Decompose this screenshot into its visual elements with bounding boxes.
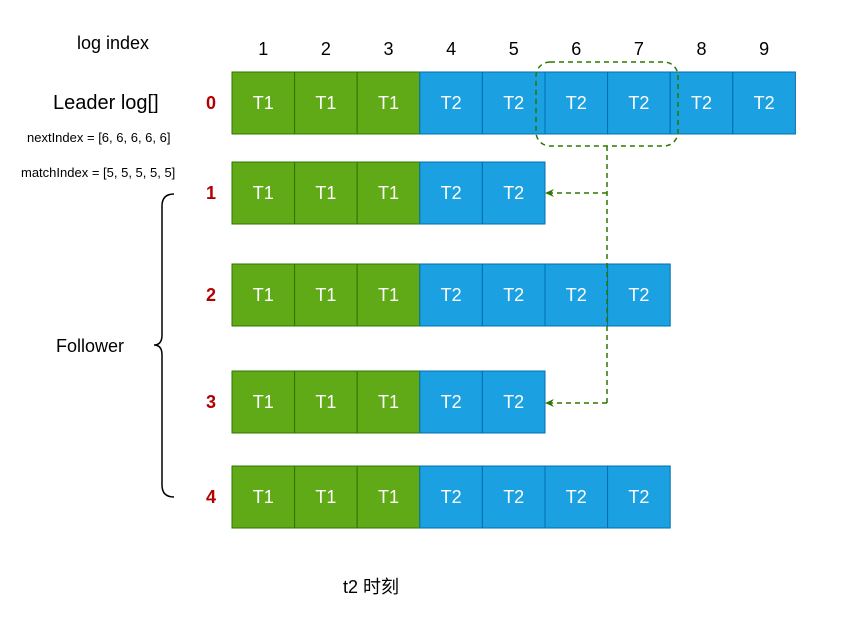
log-entry-term: T1 xyxy=(315,183,336,203)
log-entry-term: T2 xyxy=(441,93,462,113)
log-entry-term: T2 xyxy=(441,183,462,203)
log-entry-term: T1 xyxy=(315,285,336,305)
log-entry-term: T2 xyxy=(441,487,462,507)
log-entry-term: T1 xyxy=(378,285,399,305)
log-entry-term: T2 xyxy=(628,285,649,305)
log-entry-term: T1 xyxy=(378,183,399,203)
log-entry-cell xyxy=(231,370,296,434)
index-labels: 1 2 3 4 5 6 7 8 9 xyxy=(258,39,769,59)
log-entry-term: T2 xyxy=(566,93,587,113)
log-entry-cell xyxy=(356,71,421,135)
follower-log-row: 3 T1 T1 T1 T2 T2 xyxy=(206,370,546,434)
follower-log-row: 1 T1 T1 T1 T2 T2 xyxy=(206,161,546,225)
log-entry-term: T1 xyxy=(378,93,399,113)
node-id: 1 xyxy=(206,183,216,203)
index-label: 9 xyxy=(759,39,769,59)
log-entry-term: T1 xyxy=(315,487,336,507)
log-entry-term: T2 xyxy=(566,487,587,507)
log-entry-term: T1 xyxy=(253,392,274,412)
log-entry-term: T2 xyxy=(441,285,462,305)
log-entry-term: T1 xyxy=(378,392,399,412)
log-entry-cell xyxy=(481,161,546,225)
index-label: 6 xyxy=(571,39,581,59)
log-rows: 0 T1 T1 T1 T2 T2 T2 T2 T2 T2 1 T1 T1 T1 T2 T2 2 T1 T1 T1 T2 T… xyxy=(206,71,796,529)
log-entry-term: T2 xyxy=(503,392,524,412)
log-entry-cell xyxy=(481,263,546,327)
log-entry-term: T1 xyxy=(378,487,399,507)
index-label: 8 xyxy=(696,39,706,59)
log-entry-cell xyxy=(481,370,546,434)
log-entry-term: T1 xyxy=(315,93,336,113)
log-entry-cell xyxy=(607,263,671,327)
index-label: 5 xyxy=(509,39,519,59)
follower-brace xyxy=(153,193,175,498)
next-index-text: nextIndex = [6, 6, 6, 6, 6] xyxy=(27,130,170,145)
log-entry-cell xyxy=(544,71,609,135)
leader-label: Leader log[] xyxy=(53,92,159,114)
log-entry-cell xyxy=(356,263,421,327)
caption: t2 时刻 xyxy=(343,577,399,597)
log-entry-term: T2 xyxy=(628,487,649,507)
index-label: 1 xyxy=(258,39,268,59)
log-entry-cell xyxy=(544,263,609,327)
log-entry-term: T2 xyxy=(503,183,524,203)
log-entry-term: T1 xyxy=(253,183,274,203)
log-entry-term: T2 xyxy=(441,392,462,412)
match-index-text: matchIndex = [5, 5, 5, 5, 5] xyxy=(21,165,175,180)
log-entry-term: T2 xyxy=(503,285,524,305)
node-id: 2 xyxy=(206,285,216,305)
follower-label: Follower xyxy=(56,336,124,356)
log-entry-cell xyxy=(294,71,358,135)
log-entry-cell xyxy=(419,370,483,434)
node-id: 4 xyxy=(206,487,216,507)
log-entry-cell xyxy=(231,465,296,529)
log-entry-cell xyxy=(481,71,546,135)
log-entry-cell xyxy=(294,370,358,434)
leader-log-row: 0 T1 T1 T1 T2 T2 T2 T2 T2 T2 xyxy=(206,71,796,135)
log-entry-cell xyxy=(294,263,358,327)
log-entry-term: T2 xyxy=(691,93,712,113)
log-entry-term: T2 xyxy=(754,93,775,113)
log-entry-cell xyxy=(607,71,671,135)
log-entry-cell xyxy=(231,161,296,225)
log-entry-term: T1 xyxy=(253,93,274,113)
log-entry-term: T1 xyxy=(253,285,274,305)
log-entry-cell xyxy=(669,71,734,135)
index-label: 7 xyxy=(634,39,644,59)
log-entry-term: T2 xyxy=(628,93,649,113)
log-entry-cell xyxy=(481,465,546,529)
log-entry-cell xyxy=(419,161,483,225)
log-entry-term: T2 xyxy=(503,93,524,113)
log-entry-cell xyxy=(419,71,483,135)
log-entry-cell xyxy=(356,161,421,225)
log-entry-cell xyxy=(732,71,796,135)
log-entry-cell xyxy=(607,465,671,529)
node-id: 0 xyxy=(206,93,216,113)
log-entry-term: T1 xyxy=(315,392,336,412)
log-index-label: log index xyxy=(77,33,149,53)
follower-log-row: 4 T1 T1 T1 T2 T2 T2 T2 xyxy=(206,465,671,529)
log-entry-term: T2 xyxy=(503,487,524,507)
node-id: 3 xyxy=(206,392,216,412)
log-entry-cell xyxy=(419,263,483,327)
index-label: 2 xyxy=(321,39,331,59)
index-label: 3 xyxy=(383,39,393,59)
follower-log-row: 2 T1 T1 T1 T2 T2 T2 T2 xyxy=(206,263,671,327)
log-entry-term: T2 xyxy=(566,285,587,305)
index-label: 4 xyxy=(446,39,456,59)
log-entry-cell xyxy=(294,465,358,529)
log-entry-term: T1 xyxy=(253,487,274,507)
log-entry-cell xyxy=(356,465,421,529)
log-entry-cell xyxy=(231,71,296,135)
